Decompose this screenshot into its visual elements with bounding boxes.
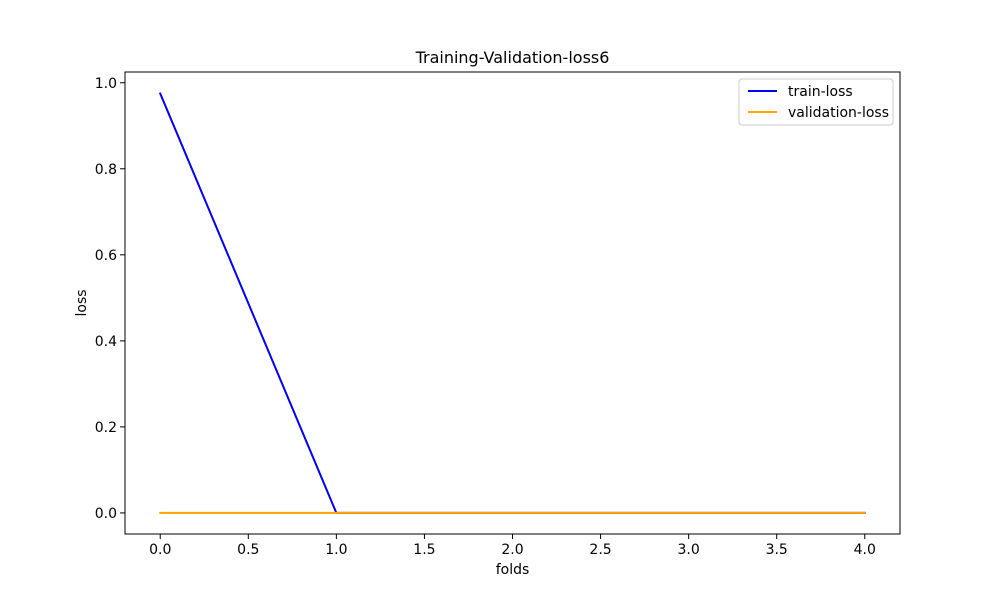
x-tick-label: 3.5 — [766, 542, 788, 558]
y-tick-label: 0.2 — [95, 420, 117, 436]
legend: train-loss validation-loss — [738, 78, 894, 126]
x-tick-label: 0.0 — [149, 542, 171, 558]
y-tick-label: 0.8 — [95, 162, 117, 178]
x-tick-label: 2.5 — [589, 542, 611, 558]
legend-label-train-loss: train-loss — [788, 84, 853, 100]
x-tick-label: 2.0 — [501, 542, 523, 558]
x-tick-label: 0.5 — [237, 542, 259, 558]
axes-frame — [124, 71, 901, 535]
y-axis-label: loss — [74, 289, 90, 316]
x-tick-label: 4.0 — [854, 542, 876, 558]
legend-box — [738, 78, 894, 126]
y-tick-label: 0.0 — [95, 506, 117, 522]
chart-title: Training-Validation-loss6 — [415, 48, 610, 67]
y-tick-label: 0.4 — [95, 334, 117, 350]
y-tick-label: 0.6 — [95, 248, 117, 264]
x-axis-label: folds — [496, 562, 530, 578]
x-tick-label: 1.5 — [413, 542, 435, 558]
ticks-layer: 0.0 0.5 1.0 1.5 2.0 2.5 3.0 3.5 4.0 0.0 0.2 0.4 0.6 0… — [95, 76, 876, 558]
plot-area — [158, 92, 866, 514]
x-tick-label: 3.0 — [678, 542, 700, 558]
x-tick-label: 1.0 — [325, 542, 347, 558]
y-tick-label: 1.0 — [95, 76, 117, 92]
legend-label-validation-loss: validation-loss — [788, 105, 889, 121]
